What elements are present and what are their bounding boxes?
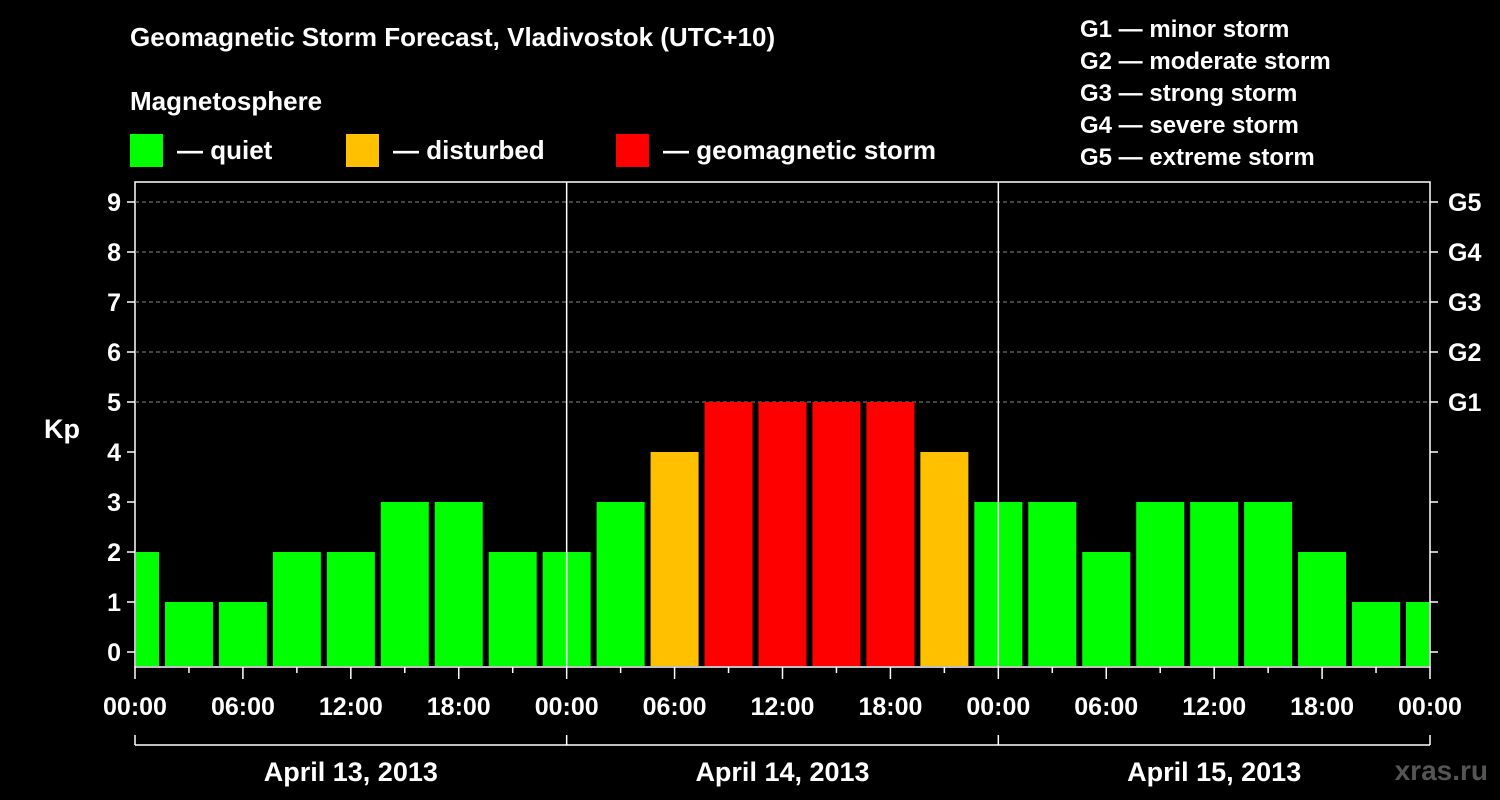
- bar-17: [1028, 502, 1077, 666]
- bar-18: [1082, 552, 1131, 666]
- date-label-1: April 14, 2013: [695, 757, 869, 787]
- bar-1: [164, 602, 213, 666]
- bar-3: [272, 552, 321, 666]
- legend-item-quiet: — quiet: [130, 133, 272, 167]
- legend-label-storm: — geomagnetic storm: [663, 134, 937, 165]
- bar-24: [1406, 602, 1429, 666]
- y-tick-label-4: 4: [107, 439, 121, 467]
- x-tick-label-10: 12:00: [1182, 693, 1246, 721]
- x-tick-label-4: 00:00: [535, 693, 599, 721]
- bar-11: [704, 402, 753, 666]
- date-label-2: April 15, 2013: [1127, 757, 1301, 787]
- x-tick-label-12: 00:00: [1398, 693, 1462, 721]
- g-scale-label-g2: G2: [1448, 339, 1481, 367]
- x-tick-label-8: 00:00: [966, 693, 1030, 721]
- g-scale-label-g1: G1: [1448, 389, 1481, 417]
- x-tick-label-11: 18:00: [1290, 693, 1354, 721]
- x-tick-label-9: 06:00: [1074, 693, 1138, 721]
- x-tick-label-2: 12:00: [319, 693, 383, 721]
- legend-label-quiet: — quiet: [177, 134, 273, 165]
- bar-5: [380, 502, 429, 666]
- legend-swatch-quiet: [130, 133, 163, 167]
- date-label-0: April 13, 2013: [264, 757, 438, 787]
- bar-23: [1352, 602, 1401, 666]
- x-tick-label-1: 06:00: [211, 693, 275, 721]
- y-tick-label-9: 9: [107, 189, 121, 217]
- y-tick-label-3: 3: [107, 489, 121, 517]
- g-scale-label-g5: G5: [1448, 189, 1481, 217]
- storm-scale-g1: G1 — minor storm: [1080, 16, 1290, 43]
- bar-15: [920, 452, 969, 666]
- legend-label-disturbed: — disturbed: [393, 134, 545, 165]
- x-tick-label-0: 00:00: [103, 693, 167, 721]
- legend-item-storm: — geomagnetic storm: [616, 133, 936, 167]
- chart-title: Geomagnetic Storm Forecast, Vladivostok …: [130, 22, 776, 52]
- storm-scale-g2: G2 — moderate storm: [1080, 48, 1331, 75]
- storm-scale-g4: G4 — severe storm: [1080, 112, 1299, 139]
- bar-10: [650, 452, 699, 666]
- bar-20: [1190, 502, 1239, 666]
- y-axis-label: Kp: [44, 414, 80, 444]
- bar-2: [218, 602, 267, 666]
- x-tick-label-6: 12:00: [751, 693, 815, 721]
- bar-12: [758, 402, 807, 666]
- g-scale-label-g3: G3: [1448, 289, 1481, 317]
- legend-item-disturbed: — disturbed: [346, 133, 545, 167]
- bar-21: [1244, 502, 1293, 666]
- y-tick-label-5: 5: [107, 389, 121, 417]
- bar-14: [866, 402, 915, 666]
- bar-6: [434, 502, 483, 666]
- bar-4: [326, 552, 375, 666]
- y-tick-label-0: 0: [107, 639, 121, 667]
- x-tick-label-7: 18:00: [858, 693, 922, 721]
- g-scale-label-g4: G4: [1448, 239, 1481, 267]
- source-credit: xras.ru: [1394, 755, 1488, 786]
- legend-swatch-storm: [616, 133, 649, 167]
- magnetosphere-legend-title: Magnetosphere: [130, 86, 323, 116]
- y-tick-label-1: 1: [107, 589, 121, 617]
- bar-9: [596, 502, 645, 666]
- bar-22: [1298, 552, 1347, 666]
- x-tick-label-3: 18:00: [427, 693, 491, 721]
- y-tick-label-6: 6: [107, 339, 121, 367]
- storm-scale-g3: G3 — strong storm: [1080, 80, 1298, 107]
- y-tick-label-2: 2: [107, 539, 121, 567]
- legend-swatch-disturbed: [346, 133, 379, 167]
- storm-scale-legend: G1 — minor storm G2 — moderate storm G3 …: [1080, 14, 1331, 174]
- bar-13: [812, 402, 861, 666]
- bar-19: [1136, 502, 1185, 666]
- bar-0: [136, 552, 159, 666]
- y-tick-label-7: 7: [107, 289, 121, 317]
- y-tick-label-8: 8: [107, 239, 121, 267]
- bar-7: [488, 552, 537, 666]
- storm-scale-g5: G5 — extreme storm: [1080, 144, 1315, 171]
- x-tick-label-5: 06:00: [643, 693, 707, 721]
